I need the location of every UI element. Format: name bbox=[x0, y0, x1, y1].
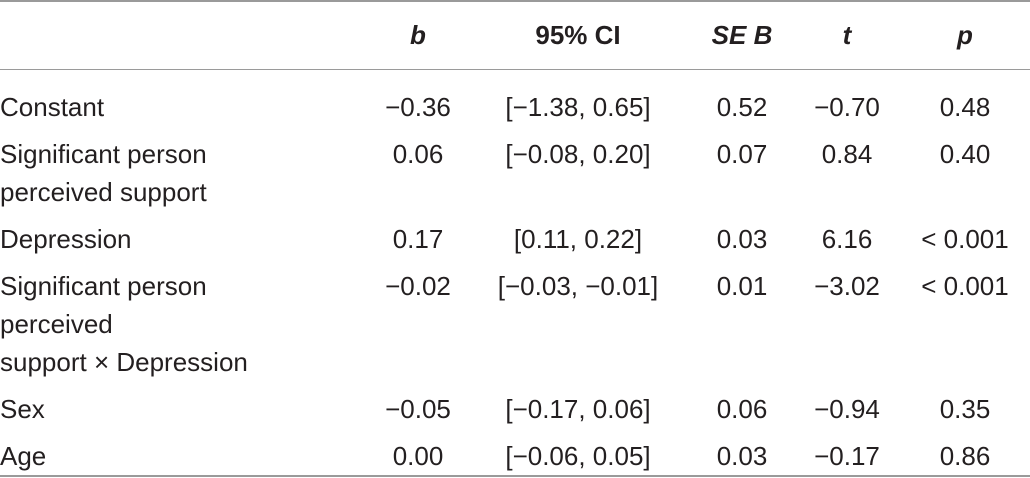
header-cell: 95% CI bbox=[535, 20, 621, 51]
row-label: Sex bbox=[0, 381, 370, 428]
table-header: b 95% CI SE B t p bbox=[0, 1, 1030, 69]
row-label-line: Age bbox=[0, 440, 47, 471]
row-label: Depression bbox=[0, 211, 370, 258]
value-cell: 0.03 bbox=[716, 440, 768, 471]
value-cell: −0.02 bbox=[385, 270, 451, 301]
value-cell: 0.48 bbox=[939, 91, 991, 122]
table-row: Significant person perceived support 0.06 [… bbox=[0, 126, 1030, 211]
header-cell: t bbox=[842, 20, 852, 51]
value-cell: 0.06 bbox=[716, 393, 768, 424]
row-label-line: perceived bbox=[0, 308, 113, 339]
value-cell: 0.17 bbox=[392, 223, 444, 254]
value-cell: 0.84 bbox=[821, 138, 873, 169]
value-cell: 0.52 bbox=[716, 91, 768, 122]
header-cell: SE B bbox=[711, 20, 773, 51]
row-label-line: support × Depression bbox=[0, 346, 248, 377]
value-cell: 0.00 bbox=[392, 440, 444, 471]
table-row: Constant −0.36 [−1.38, 0.65] 0.52 −0.70 0.48 bbox=[0, 69, 1030, 126]
value-cell: [−0.06, 0.05] bbox=[505, 440, 651, 471]
row-label-line: Significant person bbox=[0, 270, 207, 301]
table-row: Depression 0.17 [0.11, 0.22] 0.03 6.16 < 0.00… bbox=[0, 211, 1030, 258]
value-cell: −3.02 bbox=[814, 270, 880, 301]
table-row: Sex −0.05 [−0.17, 0.06] 0.06 −0.94 0.35 bbox=[0, 381, 1030, 428]
value-cell: [0.11, 0.22] bbox=[513, 223, 643, 254]
table-body: Constant −0.36 [−1.38, 0.65] 0.52 −0.70 0.48 S… bbox=[0, 69, 1030, 476]
value-cell: 0.86 bbox=[939, 440, 991, 471]
row-label-line: Sex bbox=[0, 393, 45, 424]
value-cell: −0.05 bbox=[385, 393, 451, 424]
row-label-line: Significant person bbox=[0, 138, 207, 169]
table-row: Significant person perceived support × Dep… bbox=[0, 258, 1030, 381]
header-cell: b bbox=[410, 20, 426, 51]
value-cell: 0.01 bbox=[716, 270, 768, 301]
value-cell: < 0.001 bbox=[921, 270, 1009, 301]
value-cell: 6.16 bbox=[821, 223, 873, 254]
value-cell: [−0.17, 0.06] bbox=[505, 393, 651, 424]
value-cell: 0.35 bbox=[939, 393, 991, 424]
value-cell: [−0.08, 0.20] bbox=[505, 138, 651, 169]
row-label: Constant bbox=[0, 69, 370, 126]
value-cell: −0.36 bbox=[385, 91, 451, 122]
table-row: Age 0.00 [−0.06, 0.05] 0.03 −0.17 0.86 bbox=[0, 428, 1030, 476]
header-cell: p bbox=[957, 20, 973, 51]
header-blank bbox=[0, 1, 370, 69]
row-label-line: Depression bbox=[0, 223, 132, 254]
value-cell: −0.17 bbox=[814, 440, 880, 471]
value-cell: [−1.38, 0.65] bbox=[505, 91, 651, 122]
row-label: Age bbox=[0, 428, 370, 476]
value-cell: −0.70 bbox=[814, 91, 880, 122]
value-cell: [−0.03, −0.01] bbox=[497, 270, 659, 301]
value-cell: 0.06 bbox=[392, 138, 444, 169]
row-label: Significant person perceived support × Dep… bbox=[0, 258, 370, 381]
value-cell: 0.03 bbox=[716, 223, 768, 254]
value-cell: < 0.001 bbox=[921, 223, 1009, 254]
row-label-line: Constant bbox=[0, 91, 105, 122]
value-cell: 0.40 bbox=[939, 138, 991, 169]
value-cell: 0.07 bbox=[716, 138, 768, 169]
header-row: b 95% CI SE B t p bbox=[0, 1, 1030, 69]
value-cell: −0.94 bbox=[814, 393, 880, 424]
row-label: Significant person perceived support bbox=[0, 126, 370, 211]
row-label-line: perceived support bbox=[0, 176, 207, 207]
